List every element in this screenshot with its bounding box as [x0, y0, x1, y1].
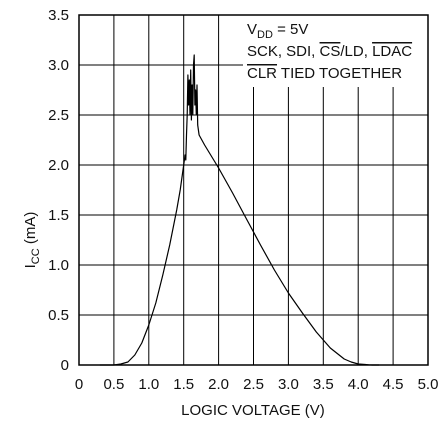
y-tick-label: 1.0: [48, 257, 69, 274]
curve-layer: [99, 54, 380, 366]
annotation-line-1: VDD = 5V: [247, 21, 308, 41]
x-tick-label: 2.0: [208, 376, 229, 393]
x-tick-label: 0.5: [103, 376, 124, 393]
x-tick-label: 5.0: [418, 376, 439, 393]
x-tick-label: 1.5: [173, 376, 194, 393]
y-tick-label: 2.5: [48, 107, 69, 124]
annotation-line-3: CLR TIED TOGETHER: [247, 65, 402, 82]
x-tick-label: 4.5: [383, 376, 404, 393]
x-tick-label: 2.5: [243, 376, 264, 393]
y-tick-label: 1.5: [48, 207, 69, 224]
y-tick-label: 3.5: [48, 7, 69, 24]
y-tick-label: 0: [61, 357, 69, 374]
y-tick-label: 2.0: [48, 157, 69, 174]
y-tick-label: 0.5: [48, 307, 69, 324]
annotation-line-2: SCK, SDI, CS/LD, LDAC: [247, 43, 412, 60]
plot-frame: [78, 14, 429, 366]
x-tick-label: 3.0: [278, 376, 299, 393]
condition-annotation: VDD = 5V SCK, SDI, CS/LD, LDAC CLR TIED …: [243, 15, 428, 87]
y-tick-label: 3.0: [48, 57, 69, 74]
x-axis-title: LOGIC VOLTAGE (V): [181, 402, 325, 419]
y-axis-title: ICC (mA): [22, 212, 42, 269]
x-tick-labels: 0 0.5 1.0 1.5 2.0 2.5 3.0 3.5 4.0 4.5 5.0: [75, 376, 439, 393]
y-tick-labels: 0 0.5 1.0 1.5 2.0 2.5 3.0 3.5: [48, 7, 69, 374]
x-tick-label: 1.0: [138, 376, 159, 393]
icc-curve: [99, 54, 380, 366]
x-tick-label: 0: [75, 376, 83, 393]
x-tick-label: 3.5: [313, 376, 334, 393]
annotation-background: [243, 15, 428, 87]
x-tick-label: 4.0: [348, 376, 369, 393]
